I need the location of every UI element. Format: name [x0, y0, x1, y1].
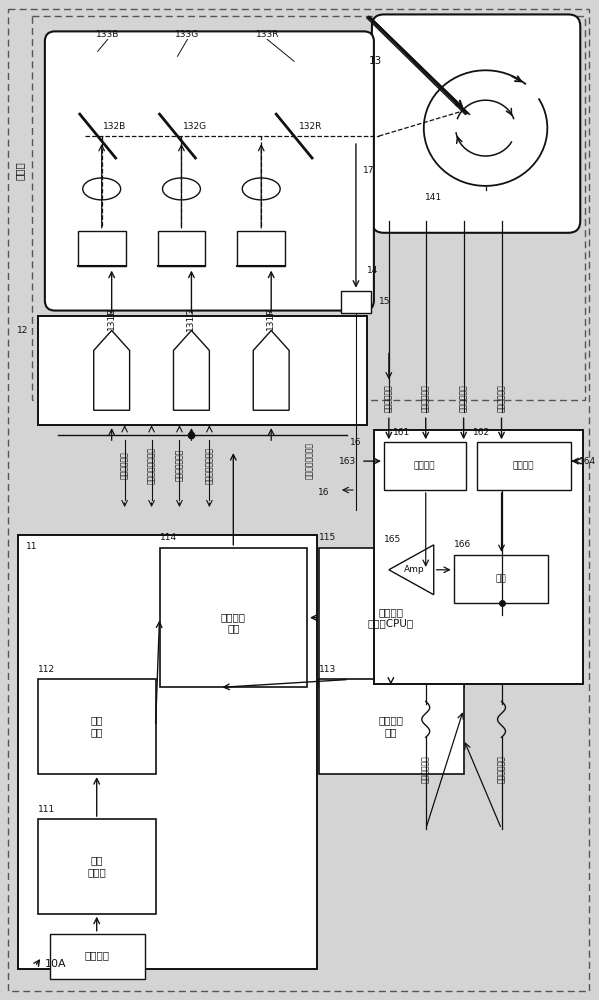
Polygon shape [253, 331, 289, 410]
Text: 帧存
储器: 帧存 储器 [90, 716, 103, 737]
Bar [341, 291, 371, 313]
Ellipse shape [242, 178, 280, 200]
Text: 10A: 10A [45, 959, 66, 969]
Text: 投影视频信号: 投影视频信号 [120, 451, 129, 479]
Text: 视频
解码器: 视频 解码器 [87, 855, 106, 877]
Text: 132R: 132R [299, 122, 322, 131]
FancyBboxPatch shape [372, 14, 580, 233]
Text: 165: 165 [384, 535, 401, 544]
Text: 垂直角度信号: 垂直角度信号 [385, 384, 394, 412]
Text: 114: 114 [159, 533, 177, 542]
Text: 时钟生成
部分: 时钟生成 部分 [379, 716, 403, 737]
Text: 131B: 131B [107, 307, 116, 330]
Text: 激光功率监测信号: 激光功率监测信号 [304, 442, 314, 479]
Text: 164: 164 [579, 457, 597, 466]
Bar [319, 679, 464, 774]
Bar [374, 430, 583, 684]
Text: 13: 13 [369, 56, 383, 66]
Text: 115: 115 [319, 533, 336, 542]
Bar [384, 442, 465, 490]
Text: 视频电流控制信号: 视频电流控制信号 [205, 447, 214, 484]
Bar [38, 316, 367, 425]
Polygon shape [93, 331, 129, 410]
Text: 投影视频时钟信号: 投影视频时钟信号 [147, 447, 156, 484]
Ellipse shape [83, 178, 120, 200]
Text: 131G: 131G [186, 306, 195, 331]
Bar [78, 231, 126, 266]
Text: 16: 16 [350, 438, 362, 447]
Text: 111: 111 [38, 805, 55, 814]
Text: 133G: 133G [176, 30, 199, 39]
Bar [38, 819, 156, 914]
Text: 113: 113 [319, 665, 336, 674]
Text: 视频信号: 视频信号 [84, 951, 109, 961]
Text: Amp: Amp [404, 565, 424, 574]
Text: 166: 166 [453, 540, 471, 549]
Bar [237, 231, 285, 266]
Text: 11: 11 [26, 542, 37, 551]
Bar [158, 231, 205, 266]
Polygon shape [174, 331, 210, 410]
Text: 14: 14 [367, 266, 379, 275]
Text: 占空比调整信号: 占空比调整信号 [175, 449, 184, 481]
Text: 水平角度信号: 水平角度信号 [497, 384, 506, 412]
Text: 垂直同步信号: 垂直同步信号 [421, 755, 430, 783]
Text: 112: 112 [38, 665, 55, 674]
Bar [453, 555, 548, 603]
Text: 16: 16 [318, 488, 330, 497]
Text: 激光控制
部分: 激光控制 部分 [221, 612, 246, 633]
Bar [32, 16, 585, 400]
Text: 驱动电路: 驱动电路 [513, 462, 534, 471]
Text: 132G: 132G [183, 122, 207, 131]
Bar [477, 442, 571, 490]
Text: 132B: 132B [102, 122, 126, 131]
Text: 水平驱动信号: 水平驱动信号 [459, 384, 468, 412]
Text: 133R: 133R [255, 30, 279, 39]
Bar [38, 679, 156, 774]
Text: 垂直驱动信号: 垂直驱动信号 [421, 384, 430, 412]
Bar [319, 548, 464, 687]
Text: 162: 162 [473, 428, 490, 437]
Bar [50, 934, 144, 979]
Text: 141: 141 [425, 193, 442, 202]
Text: 12: 12 [17, 326, 29, 335]
Text: 系统控制
部分（CPU）: 系统控制 部分（CPU） [368, 607, 414, 628]
Text: 驱动电路: 驱动电路 [414, 462, 435, 471]
Text: 163: 163 [338, 457, 356, 466]
Text: 光学块: 光学块 [15, 162, 25, 180]
Bar [18, 535, 317, 969]
Text: 相移: 相移 [495, 574, 506, 583]
Polygon shape [389, 545, 434, 595]
Ellipse shape [162, 178, 201, 200]
Text: 133B: 133B [96, 30, 119, 39]
FancyBboxPatch shape [45, 31, 374, 311]
Text: 17: 17 [363, 166, 374, 175]
Text: 水平角度信号: 水平角度信号 [497, 755, 506, 783]
Text: 15: 15 [379, 297, 391, 306]
Bar [159, 548, 307, 687]
Text: 131R: 131R [266, 307, 275, 330]
Text: 161: 161 [393, 428, 410, 437]
